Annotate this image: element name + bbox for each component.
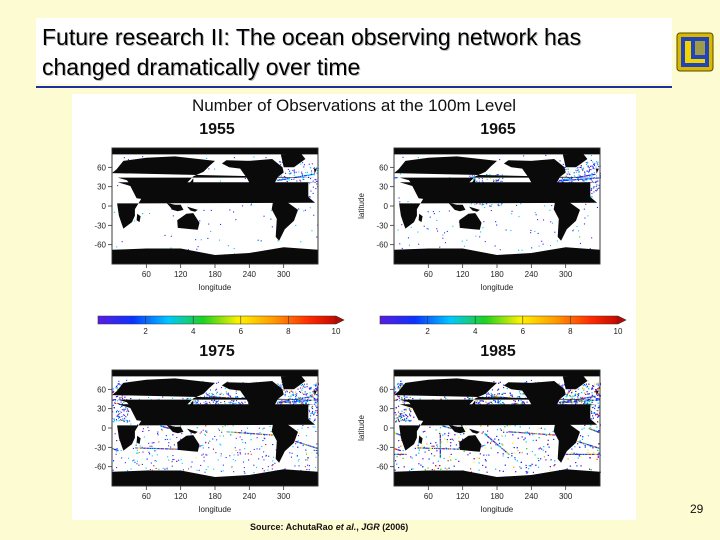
x-tick-label: 60 <box>424 492 433 501</box>
x-tick-label: 240 <box>243 270 257 279</box>
x-tick-label: 180 <box>490 270 504 279</box>
y-axis-label: latitude <box>357 415 366 441</box>
y-tick-label: 0 <box>384 424 389 433</box>
panel-year-1955: 1955 <box>199 121 235 138</box>
x-tick-label: 240 <box>243 492 257 501</box>
lab-logo-icon <box>676 32 714 72</box>
x-tick-label: 300 <box>277 492 291 501</box>
y-tick-label: 30 <box>379 183 388 192</box>
x-tick-label: 120 <box>456 492 470 501</box>
colorbar-tick-label: 2 <box>425 327 430 336</box>
x-tick-label: 60 <box>424 270 433 279</box>
y-tick-label: -30 <box>94 221 106 230</box>
y-tick-label: -30 <box>94 443 106 452</box>
source-comma: , <box>356 522 359 532</box>
source-citation: Source: AchutaRao et al., JGR (2006) <box>250 522 550 532</box>
x-axis-label: longitude <box>481 283 514 292</box>
ship-tracks <box>112 395 319 452</box>
y-tick-label: 60 <box>379 385 388 394</box>
colorbar-tick-label: 8 <box>286 327 291 336</box>
panel-year-1965: 1965 <box>480 121 516 138</box>
x-tick-label: 60 <box>142 492 151 501</box>
panel-year-1975: 1975 <box>199 343 235 360</box>
x-tick-label: 300 <box>559 492 573 501</box>
land-masses <box>394 370 600 486</box>
y-tick-label: -60 <box>376 463 388 472</box>
x-tick-label: 120 <box>174 270 188 279</box>
x-tick-label: 120 <box>174 492 188 501</box>
x-tick-label: 180 <box>208 270 222 279</box>
y-tick-label: -60 <box>94 463 106 472</box>
x-axis-label: longitude <box>199 283 232 292</box>
colorbar-tick-label: 10 <box>614 327 623 336</box>
y-tick-label: -60 <box>94 241 106 250</box>
colorbar-tick-label: 6 <box>239 327 244 336</box>
y-tick-label: -60 <box>376 241 388 250</box>
observation-figure: Number of Observations at the 100m Level… <box>72 94 636 520</box>
y-tick-label: 60 <box>97 163 106 172</box>
source-journal: JGR <box>361 522 380 532</box>
y-tick-label: 30 <box>97 405 106 414</box>
source-prefix: Source: AchutaRao <box>250 522 334 532</box>
y-tick-label: 0 <box>102 424 107 433</box>
colorbar-gradient <box>97 315 345 325</box>
y-tick-label: 30 <box>97 183 106 192</box>
colorbar-tick-label: 10 <box>332 327 341 336</box>
x-tick-label: 180 <box>490 492 504 501</box>
y-tick-label: -30 <box>376 221 388 230</box>
x-tick-label: 240 <box>525 492 539 501</box>
x-tick-label: 300 <box>559 270 573 279</box>
y-tick-label: 60 <box>97 385 106 394</box>
source-year: (2006) <box>382 522 409 532</box>
colorbar-tick-label: 2 <box>143 327 148 336</box>
colorbar-right: 2 4 6 8 10 <box>379 315 627 336</box>
ship-tracks <box>394 173 601 198</box>
colorbar-tick-label: 4 <box>473 327 478 336</box>
figure-title: Number of Observations at the 100m Level <box>191 96 517 115</box>
colorbar-left: 2 4 6 8 10 <box>97 315 345 336</box>
x-tick-label: 300 <box>277 270 291 279</box>
colorbar-gradient <box>379 315 627 325</box>
y-tick-label: -30 <box>376 443 388 452</box>
x-tick-label: 120 <box>456 270 470 279</box>
colorbar-tick-label: 4 <box>191 327 196 336</box>
x-tick-label: 180 <box>208 492 222 501</box>
land-masses <box>112 370 318 486</box>
x-axis-label: longitude <box>199 505 232 514</box>
x-axis-label: longitude <box>481 505 514 514</box>
y-tick-label: 0 <box>102 202 107 211</box>
land-masses <box>394 148 600 264</box>
y-axis-label: latitude <box>357 193 366 219</box>
x-tick-label: 60 <box>142 270 151 279</box>
land-masses <box>112 148 318 264</box>
source-etal: et al. <box>335 522 357 532</box>
slide-title: Future research II: The ocean observing … <box>42 24 582 80</box>
title-underline <box>36 86 672 88</box>
y-tick-label: 0 <box>384 202 389 211</box>
y-tick-label: 30 <box>379 405 388 414</box>
colorbar-tick-label: 6 <box>521 327 526 336</box>
x-tick-label: 240 <box>525 270 539 279</box>
colorbar-tick-label: 8 <box>568 327 573 336</box>
panel-year-1985: 1985 <box>480 343 516 360</box>
y-tick-label: 60 <box>379 163 388 172</box>
page-number: 29 <box>690 502 704 516</box>
slide-title-box: Future research II: The ocean observing … <box>36 18 672 84</box>
